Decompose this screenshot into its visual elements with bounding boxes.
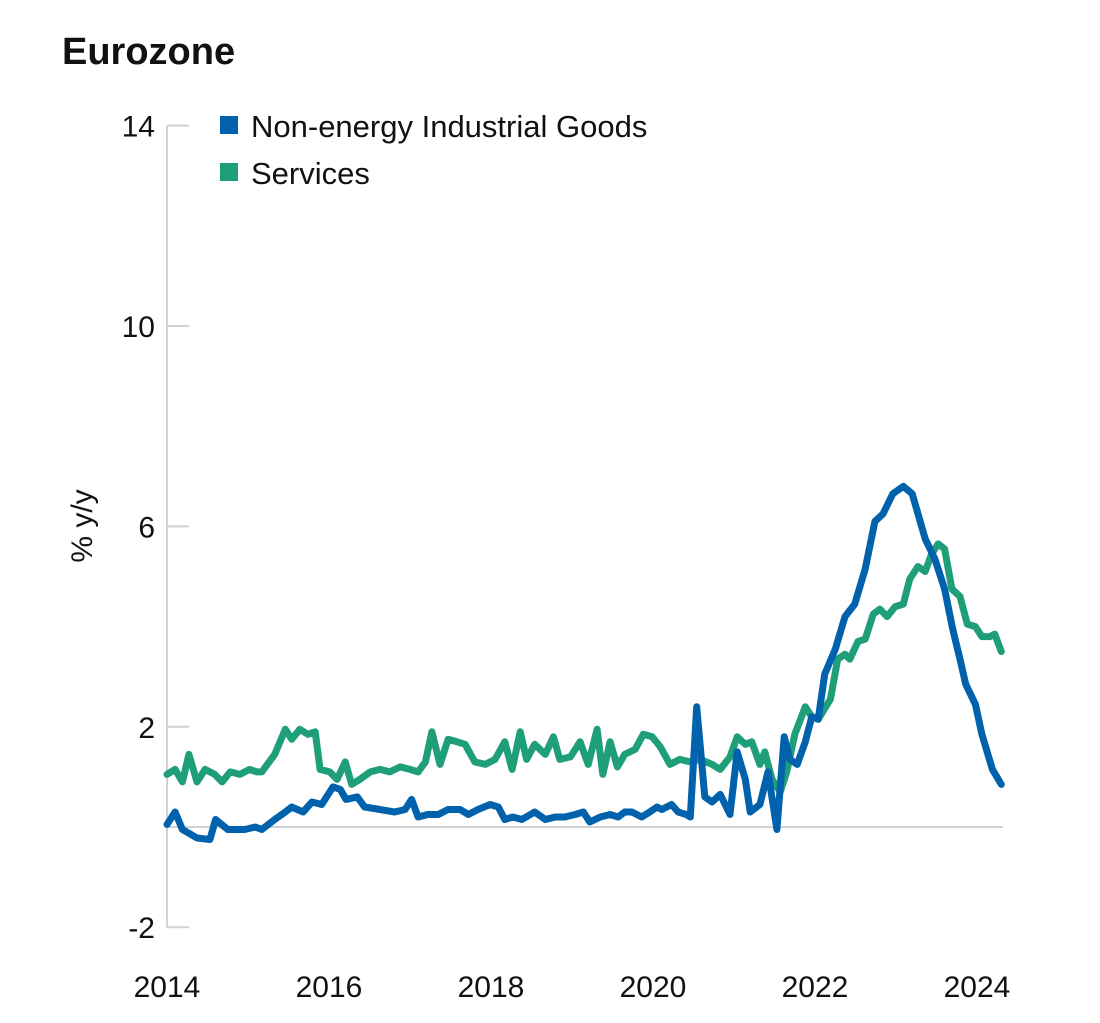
y-axis-label: % y/y (66, 489, 99, 562)
y-tick-label: 10 (122, 311, 155, 344)
y-tick-label: 2 (138, 712, 155, 745)
y-tick-label: 6 (138, 511, 155, 544)
series-line-services (163, 540, 1005, 796)
x-tick-label: 2024 (944, 971, 1011, 1004)
x-tick-label: 2022 (782, 971, 849, 1004)
series-line-non-energy-industrial-goods (163, 482, 1005, 843)
x-tick-label: 2016 (296, 971, 363, 1004)
x-tick-label: 2020 (620, 971, 687, 1004)
x-tick-label: 2014 (134, 971, 201, 1004)
y-tick-label: -2 (128, 912, 155, 945)
legend-label: Services (251, 156, 370, 191)
chart-title: Eurozone (62, 31, 235, 73)
legend-swatch (220, 116, 238, 134)
legend-label: Non-energy Industrial Goods (251, 109, 647, 144)
x-tick-label: 2018 (458, 971, 525, 1004)
y-tick-label: 14 (122, 111, 155, 144)
legend-swatch (220, 163, 238, 181)
